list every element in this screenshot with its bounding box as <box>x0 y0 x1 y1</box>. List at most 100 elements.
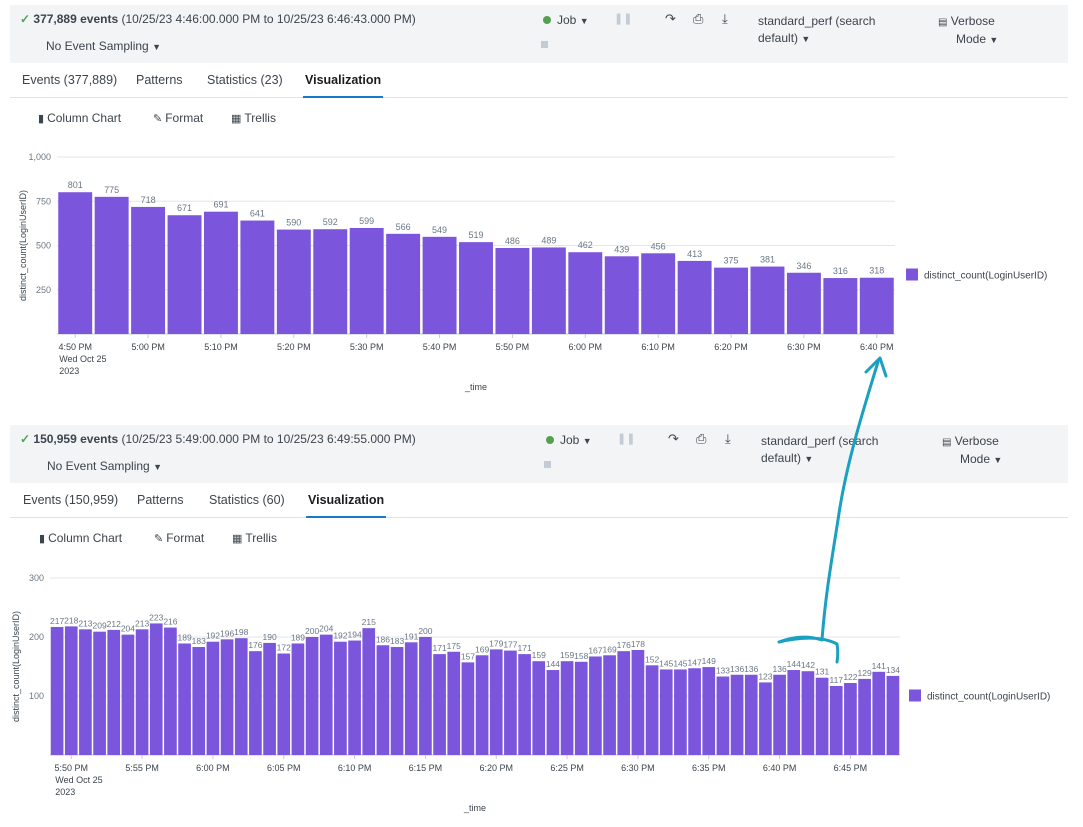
bar[interactable] <box>641 253 676 334</box>
bar[interactable] <box>750 266 785 334</box>
bar[interactable] <box>121 634 135 755</box>
bar[interactable] <box>475 655 489 755</box>
job-menu[interactable]: Job ▼ <box>546 433 592 447</box>
bar[interactable] <box>50 626 64 755</box>
bar[interactable] <box>859 277 894 334</box>
bar[interactable] <box>58 192 93 334</box>
bar[interactable] <box>178 643 191 755</box>
legend-swatch[interactable] <box>909 689 921 702</box>
bar[interactable] <box>149 623 163 755</box>
bar[interactable] <box>504 650 517 755</box>
tab-events[interactable]: Events (150,959) <box>23 493 119 507</box>
bar[interactable] <box>131 206 166 334</box>
bar[interactable] <box>240 220 275 334</box>
share-icon[interactable]: ↷ <box>668 431 679 446</box>
bar[interactable] <box>135 629 149 755</box>
bar[interactable] <box>386 233 421 334</box>
bar[interactable] <box>64 626 78 755</box>
legend-label[interactable]: distinct_count(LoginUserID) <box>924 271 1047 282</box>
format-button[interactable]: ✎ Format <box>153 111 203 125</box>
bar[interactable] <box>276 229 311 334</box>
stop-icon[interactable] <box>544 461 551 468</box>
bar[interactable] <box>348 640 361 755</box>
bar[interactable] <box>249 651 262 755</box>
bar[interactable] <box>872 671 886 755</box>
bar[interactable] <box>568 252 603 334</box>
bar[interactable] <box>714 267 749 334</box>
bar[interactable] <box>461 662 475 755</box>
column-chart-button[interactable]: ▮ Column Chart <box>39 531 122 545</box>
bar[interactable] <box>659 669 673 755</box>
bar[interactable] <box>362 628 376 755</box>
pause-icon[interactable]: ❚❚ <box>617 433 636 445</box>
bar[interactable] <box>823 278 858 334</box>
column-chart-button[interactable]: ▮ Column Chart <box>38 111 121 125</box>
bar[interactable] <box>220 639 234 755</box>
bar[interactable] <box>349 227 384 334</box>
bar[interactable] <box>390 647 404 755</box>
bar[interactable] <box>677 260 712 334</box>
bar[interactable] <box>107 629 121 755</box>
trellis-button[interactable]: ▦ Trellis <box>232 531 277 545</box>
bar[interactable] <box>433 654 446 755</box>
bar[interactable] <box>532 661 546 755</box>
print-icon[interactable]: ⎙ <box>693 11 704 26</box>
bar[interactable] <box>334 641 347 755</box>
search-mode-dropdown[interactable]: ▤ Verbose Mode ▼ <box>938 13 1018 49</box>
tab-patterns[interactable]: Patterns <box>136 73 183 87</box>
bar[interactable] <box>518 654 531 755</box>
bar[interactable] <box>489 649 503 755</box>
bar[interactable] <box>203 211 238 334</box>
bar[interactable] <box>844 683 857 755</box>
bar[interactable] <box>574 661 588 755</box>
bar[interactable] <box>447 651 461 755</box>
legend-swatch[interactable] <box>906 268 918 281</box>
bar[interactable] <box>404 642 418 755</box>
bar[interactable] <box>886 675 900 755</box>
bar[interactable] <box>546 670 560 755</box>
bar[interactable] <box>786 272 821 334</box>
bar[interactable] <box>531 247 566 334</box>
bar[interactable] <box>94 196 129 334</box>
download-icon[interactable]: ⤓ <box>722 11 728 26</box>
bar[interactable] <box>313 229 348 334</box>
bar[interactable] <box>79 629 92 755</box>
bar[interactable] <box>744 674 758 755</box>
bar[interactable] <box>422 236 457 334</box>
legend-label[interactable]: distinct_count(LoginUserID) <box>927 692 1050 703</box>
tab-visualization[interactable]: Visualization <box>302 73 384 98</box>
bar[interactable] <box>305 637 319 755</box>
app-context-dropdown[interactable]: standard_perf (search default) ▼ <box>761 433 893 468</box>
bar[interactable] <box>277 653 291 755</box>
bar[interactable] <box>674 669 687 755</box>
tab-statistics[interactable]: Statistics (23) <box>207 73 283 87</box>
bar[interactable] <box>730 674 744 755</box>
bar[interactable] <box>459 242 493 334</box>
bar[interactable] <box>167 215 202 334</box>
bar[interactable] <box>702 667 716 755</box>
bar[interactable] <box>829 685 843 755</box>
bar[interactable] <box>192 647 206 755</box>
bar[interactable] <box>206 641 220 755</box>
tab-patterns[interactable]: Patterns <box>137 493 184 507</box>
bar[interactable] <box>164 627 177 755</box>
tab-visualization[interactable]: Visualization <box>305 493 387 518</box>
bar[interactable] <box>589 656 602 755</box>
bar[interactable] <box>603 655 616 755</box>
trellis-button[interactable]: ▦ Trellis <box>231 111 276 125</box>
event-sampling-dropdown[interactable]: No Event Sampling ▼ <box>46 39 161 53</box>
stop-icon[interactable] <box>541 41 548 48</box>
bar[interactable] <box>759 682 772 755</box>
bar[interactable] <box>234 638 248 755</box>
bar[interactable] <box>858 678 871 755</box>
format-button[interactable]: ✎ Format <box>154 531 204 545</box>
tab-statistics[interactable]: Statistics (60) <box>209 493 285 507</box>
bar[interactable] <box>604 256 639 334</box>
bar[interactable] <box>716 676 730 755</box>
bar[interactable] <box>560 661 574 755</box>
bar[interactable] <box>93 631 106 755</box>
bar[interactable] <box>801 671 815 755</box>
pause-icon[interactable]: ❚❚ <box>614 13 633 25</box>
bar[interactable] <box>495 247 530 334</box>
bar[interactable] <box>291 643 305 755</box>
